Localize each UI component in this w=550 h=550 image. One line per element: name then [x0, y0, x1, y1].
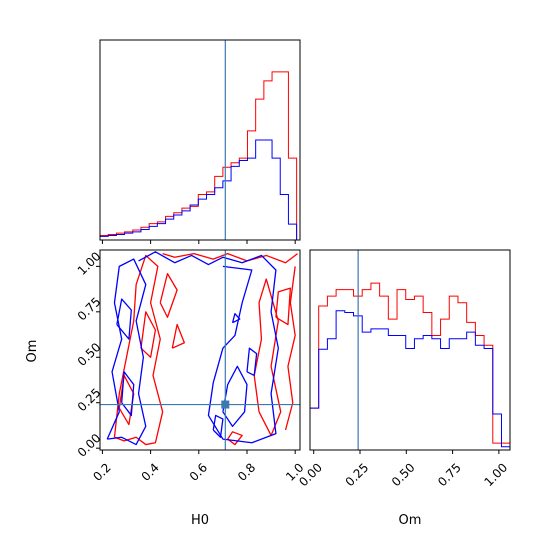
contour-red-5	[162, 252, 298, 264]
contour-blue-2	[116, 298, 132, 340]
panel-frame-Om-histogram	[309, 249, 511, 451]
om-y-axis-label: Om	[25, 340, 40, 363]
contour-blue-5	[212, 414, 224, 438]
contour-blue-6	[231, 312, 241, 324]
contour-blue-7	[246, 347, 258, 377]
contour-red-2	[140, 311, 157, 358]
contour-red-3	[159, 272, 178, 318]
om-x-axis-label: Om	[399, 513, 422, 528]
contour-blue-4	[222, 365, 248, 428]
contour-red-7	[275, 287, 292, 326]
panel-frame-H0-histogram	[99, 39, 301, 241]
h0-histogram-panel	[99, 39, 301, 244]
histogram-series-blue	[310, 310, 510, 450]
contour-red-9	[284, 266, 296, 431]
contour-red-0	[113, 254, 164, 446]
contour-blue-3	[138, 251, 279, 444]
histogram-series-red	[310, 282, 510, 450]
h0-x-axis-label: H0	[191, 513, 209, 528]
contour-blue-0	[106, 258, 147, 446]
panel-frame-H0-Om-contours	[99, 249, 301, 451]
truth-marker	[221, 400, 230, 409]
contour-red-4	[171, 323, 185, 349]
contour-blue-1	[121, 371, 135, 417]
contour-red-8	[227, 431, 243, 446]
histogram-series-blue	[100, 139, 298, 240]
